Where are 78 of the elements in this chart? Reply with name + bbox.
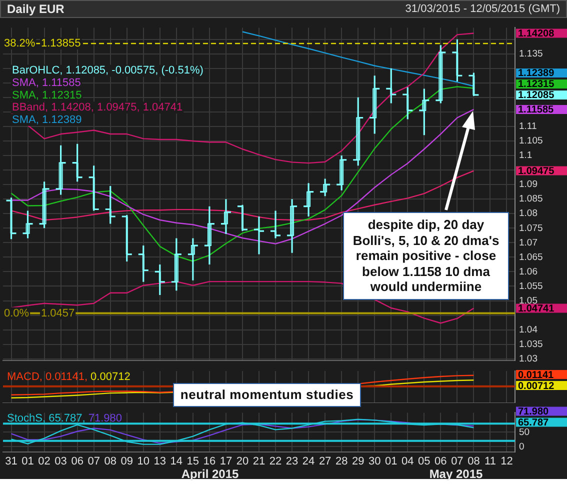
text: 0.01141 — [518, 370, 554, 381]
y-tick-label: 1.08 — [519, 208, 538, 220]
y-tick-label: 1.03 — [519, 353, 538, 364]
annotation: neutral momentum studies — [173, 383, 361, 407]
y-tick-label: 1.035 — [519, 338, 543, 350]
x-tick-label: 13 — [154, 455, 166, 468]
annotation: despite dip, 20 day Bolli's, 5, 10 & 20 dma's remain positive - close below 1.1158 10 dma would undermiine — [343, 212, 509, 300]
y-tick-label: 1.07 — [519, 237, 538, 248]
y-tick-label: 1.1 — [519, 150, 532, 162]
x-tick-label: 07 — [451, 455, 464, 468]
y-tick-label: 1.085 — [519, 194, 543, 205]
x-tick-label: 30 — [368, 455, 381, 468]
x-tick-label: 05 — [418, 455, 430, 468]
x-tick-label: 03 — [54, 455, 67, 468]
y-tick-label: 50 — [519, 426, 530, 438]
ref-line-label: 1.0457 — [41, 307, 75, 320]
y-tick-label: 1.06 — [519, 266, 538, 278]
x-tick-label: 09 — [120, 455, 133, 468]
annotation: 0.0% — [4, 307, 30, 320]
x-tick-label: 21 — [252, 455, 266, 468]
text: 1.12085 — [518, 90, 555, 102]
x-tick-label: 06 — [71, 455, 84, 468]
series-label: MACD, 0.01141, — [7, 371, 88, 384]
x-tick-label: 29 — [352, 455, 364, 468]
y-tick-label: 1.055 — [519, 280, 543, 292]
y-tick-label: 1.11 — [519, 121, 537, 132]
text: SMA, 1.12315 — [12, 89, 82, 102]
x-tick-label: 31 — [5, 455, 18, 468]
x-tick-label: 16 — [203, 455, 216, 468]
y-tick-label: 1.065 — [519, 252, 543, 263]
x-tick-label: 28 — [335, 455, 348, 468]
series-label: 71.980 — [88, 412, 122, 425]
x-tick-label: 12 — [500, 455, 513, 468]
text: 71.980 — [518, 406, 550, 418]
text: SMA, 1.12389 — [12, 114, 82, 126]
x-tick-label: 24 — [302, 455, 315, 468]
text: 1.04741 — [518, 304, 555, 315]
x-tick-label: 06 — [434, 455, 447, 468]
y-tick-label: 1.075 — [519, 222, 543, 234]
series-label: BBand, 1.14208, 1.09475, 1.04741 — [12, 102, 183, 114]
x-tick-label: 22 — [269, 455, 282, 468]
x-tick-label: 10 — [137, 455, 150, 468]
y-tick-label: 1.09 — [519, 179, 538, 190]
chart-title: Daily EUR — [7, 2, 64, 16]
text: 1.09475 — [518, 166, 555, 178]
x-tick-label: 02 — [38, 455, 50, 468]
text: May 2015 — [429, 467, 483, 481]
text: 0.00712 — [518, 380, 555, 392]
text: 1.11585 — [518, 104, 554, 116]
y-tick-label: 1.105 — [519, 136, 543, 147]
x-tick-label: 15 — [186, 455, 200, 468]
text: April 2015 — [181, 467, 239, 481]
x-tick-label: 04 — [402, 455, 414, 468]
text: 1.12315 — [518, 79, 555, 90]
y-tick-label: 1.135 — [519, 48, 543, 60]
text: 1.12389 — [518, 68, 555, 80]
annotation: 38.2% — [4, 38, 36, 50]
y-tick-label: 0 — [519, 441, 524, 452]
x-tick-label: 07 — [88, 455, 100, 468]
x-tick-label: 20 — [236, 455, 249, 468]
x-tick-label: 14 — [170, 455, 183, 468]
text: 1.14208 — [518, 28, 555, 40]
chart-subtitle: 31/03/2015 - 12/05/2015 (GMT) — [405, 3, 560, 15]
x-tick-label: 11 — [484, 455, 496, 468]
x-tick-label: 17 — [220, 455, 232, 468]
x-tick-label: 27 — [318, 455, 332, 468]
x-tick-label: 08 — [468, 455, 480, 468]
series-label: 0.00712 — [90, 371, 130, 384]
series-label: StochS, 65.787, — [7, 412, 86, 425]
x-tick-label: 08 — [104, 455, 116, 468]
x-tick-label: 01 — [385, 455, 398, 468]
text: BarOHLC, 1.12085, -0.00575, (-0.51%) — [12, 64, 204, 77]
x-tick-label: 01 — [22, 455, 34, 468]
x-tick-label: 23 — [286, 455, 298, 468]
y-tick-label: 1.04 — [519, 324, 538, 336]
text: 65.787 — [518, 418, 550, 428]
ref-line-label: 1.13855 — [41, 38, 81, 50]
text: SMA, 1.11585 — [12, 77, 81, 90]
